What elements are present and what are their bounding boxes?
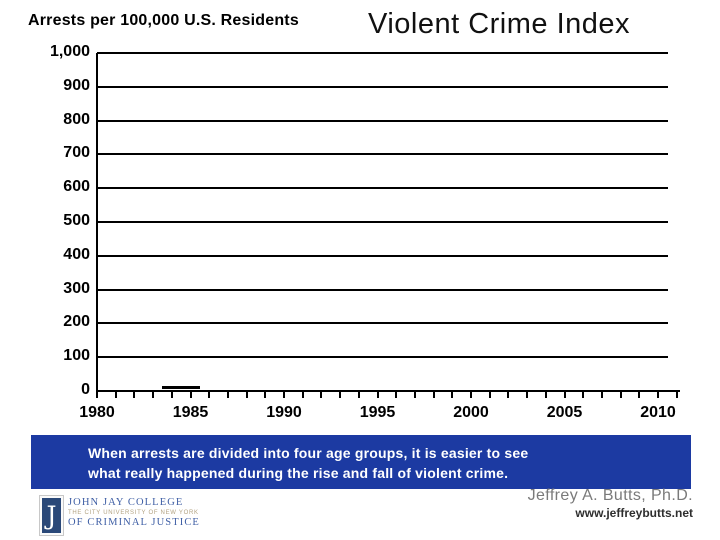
y-gridline-500	[97, 221, 668, 223]
x-tick-2006	[582, 392, 585, 398]
y-tick-label-100: 100	[63, 347, 90, 365]
x-tick-1998	[432, 392, 435, 398]
x-axis-line	[96, 390, 680, 392]
x-tick-1981	[114, 392, 117, 398]
chart-title: Violent Crime Index	[368, 8, 631, 40]
x-tick-1987	[226, 392, 229, 398]
x-tick-label-2000: 2000	[453, 404, 489, 421]
logo-name-line-1: JOHN JAY COLLEGE	[68, 497, 184, 508]
y-gridline-400	[97, 254, 668, 257]
y-axis-line	[96, 53, 98, 393]
x-tick-1980	[96, 392, 98, 398]
y-gridline-900	[97, 85, 668, 88]
logo-monogram-square: J	[40, 496, 63, 535]
x-tick-2005	[563, 392, 566, 398]
x-tick-label-2010: 2010	[640, 404, 676, 421]
x-tick-2004	[544, 392, 547, 398]
x-tick-1990	[283, 392, 285, 398]
x-tick-2007	[600, 392, 603, 398]
logo-monogram: J	[46, 501, 57, 530]
credit-block: Jeffrey A. Butts, Ph.D. www.jeffreybutts…	[528, 486, 693, 521]
y-gridline-1000	[97, 52, 668, 54]
x-tick-1992	[320, 392, 323, 398]
y-gridline-100	[97, 356, 668, 359]
x-tick-1991	[301, 392, 304, 398]
x-tick-label-1990: 1990	[266, 404, 302, 421]
logo-tagline: THE CITY UNIVERSITY OF NEW YORK	[68, 510, 199, 516]
info-banner: When arrests are divided into four age g…	[31, 435, 691, 489]
x-tick-2003	[526, 392, 529, 398]
y-axis-title: Arrests per 100,000 U.S. Residents	[28, 12, 299, 29]
x-tick-1995	[376, 392, 379, 398]
banner-text-line-2: what really happened during the rise and…	[88, 465, 509, 481]
x-tick-label-1985: 1985	[172, 404, 209, 421]
y-gridline-700	[97, 153, 668, 156]
x-tick-1985	[189, 392, 192, 398]
x-tick-2010	[657, 392, 659, 398]
x-tick-label-1980: 1980	[79, 404, 115, 421]
y-gridline-600	[97, 187, 668, 190]
x-tick-2008	[619, 392, 622, 398]
john-jay-college-logo: J JOHN JAY COLLEGE THE CITY UNIVERSITY O…	[38, 494, 199, 538]
y-gridline-300	[97, 288, 668, 291]
x-tick-label-2005: 2005	[546, 404, 583, 421]
x-tick-2009	[638, 392, 641, 398]
credit-author: Jeffrey A. Butts, Ph.D.	[527, 487, 693, 504]
y-tick-label-1000: 1,000	[49, 43, 90, 60]
y-tick-label-600: 600	[63, 178, 90, 196]
logo-name-line-2: OF CRIMINAL JUSTICE	[68, 517, 200, 528]
x-tick-1983	[152, 392, 155, 398]
banner-text-line-1: When arrests are divided into four age g…	[88, 445, 529, 461]
y-tick-label-900: 900	[63, 76, 90, 94]
y-tick-label-200: 200	[63, 313, 90, 331]
x-tick-1989	[264, 392, 267, 398]
x-tick-1986	[208, 392, 211, 398]
x-tick-2002	[507, 392, 510, 398]
y-gridline-200	[97, 322, 668, 325]
x-tick-1993	[339, 392, 342, 398]
x-tick-1999	[451, 392, 454, 398]
x-tick-1996	[395, 392, 398, 398]
y-tick-label-0: 0	[81, 381, 90, 398]
x-tick-1994	[357, 392, 360, 398]
y-tick-label-700: 700	[63, 144, 90, 162]
y-gridline-800	[97, 119, 668, 122]
x-tick-2011	[675, 392, 678, 398]
x-tick-2000	[470, 392, 472, 398]
x-tick-1988	[245, 392, 248, 398]
x-tick-1982	[133, 392, 136, 398]
y-tick-label-800: 800	[63, 110, 90, 128]
x-tick-2001	[488, 392, 491, 398]
y-tick-label-400: 400	[63, 245, 90, 263]
x-tick-1997	[413, 392, 416, 398]
credit-website: www.jeffreybutts.net	[575, 506, 693, 520]
x-tick-1984	[170, 392, 173, 398]
y-tick-label-300: 300	[63, 279, 90, 297]
y-tick-label-500: 500	[63, 212, 90, 229]
x-tick-label-1995: 1995	[359, 404, 396, 421]
series-segment-violent-crime-index	[162, 386, 200, 390]
logo-text-block: JOHN JAY COLLEGE THE CITY UNIVERSITY OF …	[68, 497, 200, 529]
